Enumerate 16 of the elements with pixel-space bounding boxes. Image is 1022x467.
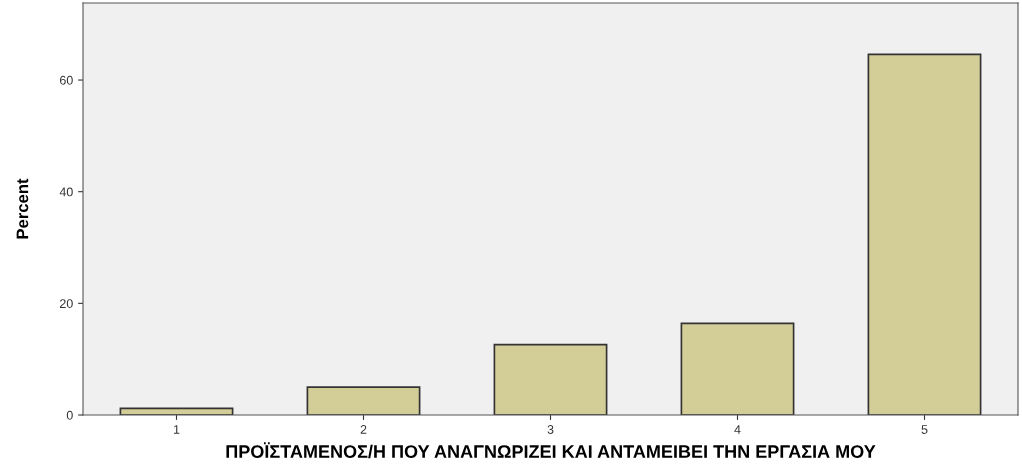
- y-axis-title: Percent: [16, 178, 29, 239]
- x-tick-label: 2: [360, 425, 367, 434]
- x-tick-label: 5: [921, 425, 928, 434]
- x-tick-label: 3: [547, 425, 554, 434]
- x-tick-label: 4: [734, 425, 741, 434]
- y-tick-label: 20: [60, 299, 73, 308]
- bar: [306, 386, 421, 415]
- y-tick-label: 0: [66, 410, 73, 420]
- bar: [119, 407, 234, 415]
- bar: [867, 53, 982, 415]
- x-axis-title: ΠΡΟΪΣΤΑΜΕΝΟΣ/Η ΠΟΥ ΑΝΑΓΝΩΡΙΖΕΙ ΚΑΙ ΑΝΤΑΜΕΙΒΕΙ ΤΗΝ ΕΡΓΑΣΙΑ ΜΟΥ: [226, 442, 876, 459]
- bar: [680, 322, 795, 415]
- y-tick-label: 60: [60, 75, 73, 85]
- x-tick-label: 1: [173, 425, 180, 434]
- y-tick-label: 40: [59, 187, 73, 197]
- bar: [493, 343, 608, 415]
